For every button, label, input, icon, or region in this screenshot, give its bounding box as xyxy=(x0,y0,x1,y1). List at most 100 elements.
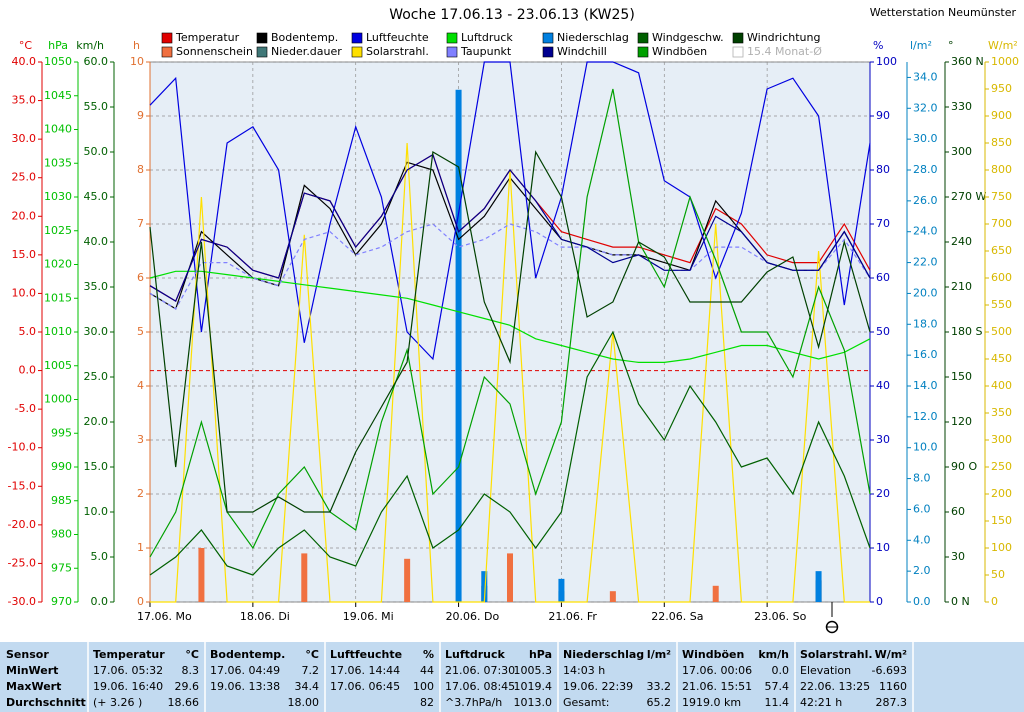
y-tick-label: 8 xyxy=(137,163,144,176)
y-tick-label: 22.0 xyxy=(913,256,938,269)
y-tick-label: 40 xyxy=(876,379,890,392)
legend-label: Nieder.dauer xyxy=(271,45,342,58)
y-tick-label: 50 xyxy=(991,568,1005,581)
y-tick-label: 20.0 xyxy=(12,209,37,222)
table-header: Solarstrahl. xyxy=(800,648,873,661)
table-cell: (+ 3.26 ) xyxy=(93,696,142,709)
axis-unit: l/m² xyxy=(910,39,932,52)
y-tick-label: 10.0 xyxy=(84,505,109,518)
y-tick-label: 5.0 xyxy=(91,550,109,563)
y-tick-label: 6 xyxy=(137,271,144,284)
bar xyxy=(301,553,308,602)
bar xyxy=(507,553,513,602)
table-header: Niederschlag xyxy=(563,648,644,661)
legend-label: Luftfeuchte xyxy=(366,31,429,44)
y-tick-label: 2 xyxy=(137,487,144,500)
legend-label: Windgeschw. xyxy=(652,31,724,44)
table-cell: 19.06. 16:40 xyxy=(93,680,163,693)
y-tick-label: -20.0 xyxy=(8,518,36,531)
y-tick-label: 0 xyxy=(137,595,144,608)
legend-label: Windchill xyxy=(557,45,607,58)
y-tick-label: 80 xyxy=(876,163,890,176)
axis-unit: hPa xyxy=(48,39,68,52)
y-tick-label: 26.0 xyxy=(913,194,938,207)
y-tick-label: 34.0 xyxy=(913,70,938,83)
y-tick-label: 25.0 xyxy=(84,370,109,383)
x-tick-label: 18.06. Di xyxy=(240,610,290,623)
table-header: Windböen xyxy=(682,648,744,661)
y-tick-label: 20.0 xyxy=(84,415,109,428)
y-tick-label: 10 xyxy=(876,541,890,554)
series-line xyxy=(149,270,871,363)
y-tick-label: 0 N xyxy=(951,595,970,608)
legend-swatch xyxy=(732,32,744,44)
y-tick-label: 60 xyxy=(876,271,890,284)
table-cell: 19.06. 13:38 xyxy=(210,680,280,693)
y-tick-label: 1045 xyxy=(44,89,72,102)
legend-note: 15.4 Monat-Ø xyxy=(747,45,822,58)
axis-unit: W/m² xyxy=(988,39,1018,52)
y-tick-label: 360 N xyxy=(951,55,984,68)
y-tick-label: 60 xyxy=(951,505,965,518)
table-unit: km/h xyxy=(758,648,789,661)
y-tick-label: 6.0 xyxy=(913,502,931,515)
y-tick-label: 30.0 xyxy=(12,132,37,145)
series-line xyxy=(149,61,871,361)
y-tick-label: 0.0 xyxy=(19,364,37,377)
y-tick-label: 150 xyxy=(951,370,972,383)
table-value: 33.2 xyxy=(647,680,672,693)
y-tick-label: 1030 xyxy=(44,190,72,203)
y-tick-label: 90 O xyxy=(951,460,977,473)
y-tick-label: 15.0 xyxy=(84,460,109,473)
y-tick-label: 975 xyxy=(51,561,72,574)
y-tick-label: 30.0 xyxy=(84,325,109,338)
y-tick-label: 10.0 xyxy=(12,286,37,299)
y-tick-label: 600 xyxy=(991,271,1012,284)
y-tick-label: 500 xyxy=(991,325,1012,338)
axis-unit: ° xyxy=(948,39,954,52)
table-value: 18.00 xyxy=(288,696,320,709)
table-unit: hPa xyxy=(529,648,552,661)
table-value: 1019.4 xyxy=(514,680,553,693)
x-tick-label: 22.06. Sa xyxy=(651,610,703,623)
table-cell: 21.06. 15:51 xyxy=(682,680,752,693)
bar xyxy=(609,591,616,602)
table-cell: 17.06. 14:44 xyxy=(330,664,400,677)
table-cell: 17.06. 08:45 xyxy=(445,680,515,693)
table-cell: 42:21 h xyxy=(800,696,842,709)
y-tick-label: 100 xyxy=(876,55,897,68)
y-tick-label: 2.0 xyxy=(913,564,931,577)
y-tick-label: 0.0 xyxy=(91,595,109,608)
y-tick-label: 3 xyxy=(137,433,144,446)
y-tick-label: -10.0 xyxy=(8,441,36,454)
legend-swatch xyxy=(351,46,363,58)
table-value: 29.6 xyxy=(175,680,200,693)
x-tick-label: 17.06. Mo xyxy=(137,610,192,623)
table-cell: 17.06. 05:32 xyxy=(93,664,163,677)
y-tick-label: 1035 xyxy=(44,156,72,169)
y-tick-label: 18.0 xyxy=(913,317,938,330)
y-tick-label: 100 xyxy=(991,541,1012,554)
y-tick-label: 1000 xyxy=(44,393,72,406)
x-tick-label: 19.06. Mi xyxy=(343,610,394,623)
y-tick-label: 40.0 xyxy=(84,235,109,248)
table-cell: 17.06. 06:45 xyxy=(330,680,400,693)
y-tick-label: 30 xyxy=(876,433,890,446)
y-tick-label: 650 xyxy=(991,244,1012,257)
y-tick-label: 12.0 xyxy=(913,410,938,423)
table-value: 7.2 xyxy=(302,664,320,677)
table-cell: 19.06. 22:39 xyxy=(563,680,633,693)
y-tick-label: 35.0 xyxy=(84,280,109,293)
table-cell: Elevation xyxy=(800,664,851,677)
series-line xyxy=(149,153,871,302)
plot-layer: 17.06. Mo 18.06. Di 19.06. Mi 20.06. Do 21.0… xyxy=(8,31,1019,623)
legend-swatch xyxy=(256,32,268,44)
series-line xyxy=(149,330,871,576)
y-tick-label: 0 xyxy=(876,595,883,608)
table-value: -6.693 xyxy=(872,664,907,677)
y-tick-label: 8.0 xyxy=(913,472,931,485)
y-tick-label: 9 xyxy=(137,109,144,122)
y-tick-label: 20 xyxy=(876,487,890,500)
bar xyxy=(198,548,205,602)
